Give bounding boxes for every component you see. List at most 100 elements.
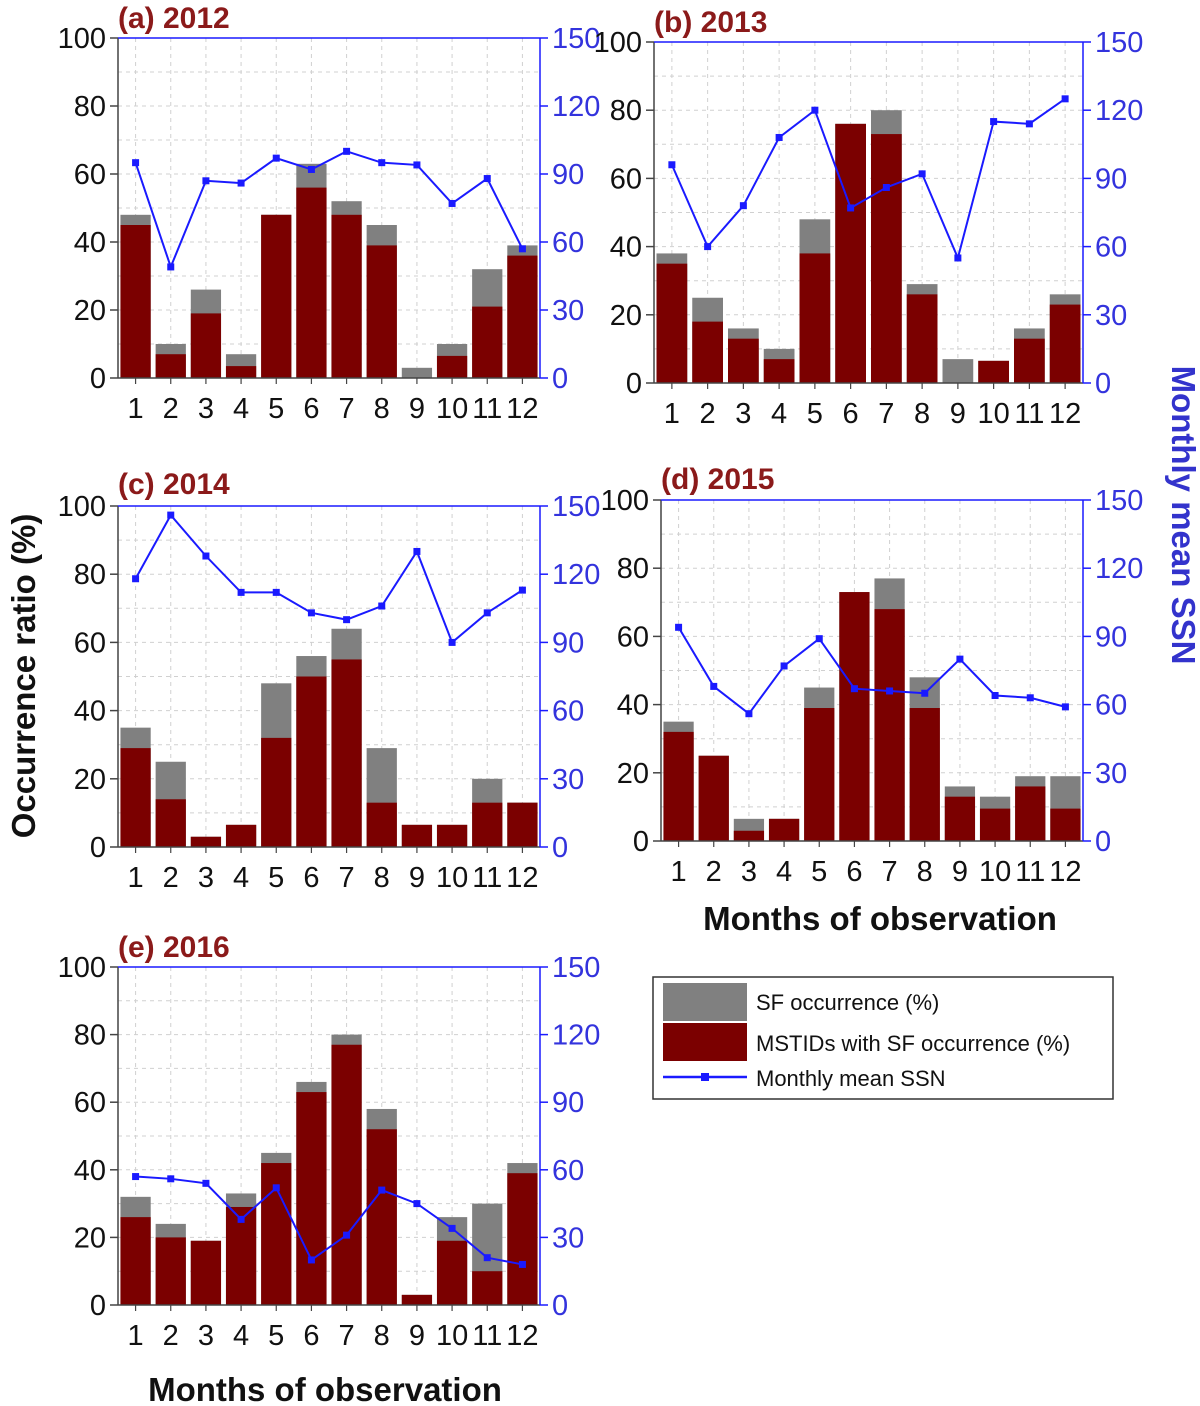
x-tick-label: 12 — [506, 393, 538, 425]
panel-title: (b) 2013 — [654, 6, 767, 39]
x-tick-label: 4 — [776, 856, 792, 888]
bar-mstid-sf-occurrence — [296, 187, 327, 378]
x-tick-label: 6 — [843, 398, 859, 430]
y2-tick-label: 150 — [552, 491, 600, 523]
panel-title: (e) 2016 — [118, 931, 230, 964]
x-tick-label: 9 — [409, 393, 425, 425]
x-tick-label: 12 — [1049, 856, 1081, 888]
y-tick-label: 80 — [74, 1020, 106, 1052]
y2-tick-label: 150 — [552, 952, 600, 984]
ssn-point — [237, 1215, 245, 1223]
ssn-point — [990, 118, 998, 126]
y2-tick-label: 30 — [1095, 300, 1127, 332]
x-tick-label: 2 — [700, 398, 716, 430]
plot-area — [654, 42, 1083, 383]
ssn-point — [202, 177, 210, 185]
bar-mstid-sf-occurrence — [401, 824, 433, 847]
x-tick-label: 12 — [1049, 398, 1081, 430]
x-tick-label: 5 — [268, 393, 284, 425]
y2-tick-label: 30 — [552, 1222, 584, 1254]
bar-mstid-sf-occurrence — [436, 824, 468, 847]
x-tick-label: 2 — [163, 1320, 179, 1352]
bar-mstid-sf-occurrence — [663, 731, 694, 841]
bar-sf-occurrence — [401, 367, 433, 378]
y-tick-label: 40 — [74, 227, 106, 259]
ssn-point — [272, 1184, 280, 1192]
y2-tick-label: 0 — [552, 1290, 568, 1322]
y-tick-label: 80 — [617, 553, 649, 585]
y-tick-label: 60 — [74, 159, 106, 191]
x-tick-label: 2 — [706, 856, 722, 888]
y-tick-label: 80 — [74, 559, 106, 591]
panel-title: (d) 2015 — [661, 463, 774, 496]
y2-tick-label: 150 — [1095, 27, 1143, 59]
bar-mstid-sf-occurrence — [871, 134, 902, 383]
y-tick-label: 20 — [610, 300, 642, 332]
ssn-point — [378, 1186, 386, 1194]
y-tick-label: 100 — [58, 491, 106, 523]
x-tick-label: 4 — [233, 1320, 249, 1352]
ssn-point — [956, 655, 964, 663]
x-tick-label: 7 — [882, 856, 898, 888]
x-tick-label: 5 — [811, 856, 827, 888]
ssn-point — [307, 165, 315, 173]
ssn-point — [272, 588, 280, 596]
ssn-point — [704, 243, 712, 251]
ssn-point — [307, 609, 315, 617]
x-tick-label: 9 — [952, 856, 968, 888]
y-tick-label: 0 — [90, 832, 106, 864]
bar-mstid-sf-occurrence — [401, 1294, 433, 1305]
x-tick-label: 1 — [671, 856, 687, 888]
ssn-point — [518, 1260, 526, 1268]
x-tick-label: 3 — [735, 398, 751, 430]
x-tick-label: 12 — [506, 862, 538, 894]
bar-mstid-sf-occurrence — [331, 1044, 362, 1305]
ssn-point — [448, 638, 456, 646]
x-tick-label: 1 — [128, 862, 144, 894]
x-axis-label-panel-e: Months of observation — [148, 1371, 502, 1406]
bar-mstid-sf-occurrence — [979, 808, 1011, 841]
ssn-point — [202, 1179, 210, 1187]
bar-mstid-sf-occurrence — [120, 225, 151, 378]
bar-mstid-sf-occurrence — [120, 1217, 151, 1305]
y2-tick-label: 0 — [552, 363, 568, 395]
y2-tick-label: 90 — [1095, 621, 1127, 653]
x-tick-label: 9 — [950, 398, 966, 430]
bar-mstid-sf-occurrence — [225, 1206, 257, 1305]
y-tick-label: 40 — [617, 690, 649, 722]
ssn-point — [668, 161, 676, 169]
x-tick-label: 9 — [409, 1320, 425, 1352]
ssn-point — [413, 161, 421, 169]
y2-tick-label: 60 — [1095, 690, 1127, 722]
y2-tick-label: 120 — [552, 1020, 600, 1052]
bar-mstid-sf-occurrence — [692, 321, 723, 383]
y2-tick-label: 30 — [552, 764, 584, 796]
bar-mstid-sf-occurrence — [835, 123, 866, 383]
ssn-point — [886, 687, 894, 695]
ssn-point — [167, 511, 175, 519]
bar-mstid-sf-occurrence — [190, 1240, 222, 1305]
ssn-point — [237, 179, 245, 187]
y2-tick-label: 30 — [1095, 758, 1127, 790]
ssn-point — [202, 552, 210, 560]
bar-mstid-sf-occurrence — [366, 1129, 397, 1305]
ssn-point — [413, 1200, 421, 1208]
bar-mstid-sf-occurrence — [155, 1237, 186, 1305]
x-tick-label: 6 — [303, 1320, 319, 1352]
bar-sf-occurrence — [942, 359, 974, 383]
y-tick-label: 0 — [626, 368, 642, 400]
ssn-point — [448, 1224, 456, 1232]
x-tick-label: 6 — [303, 862, 319, 894]
x-tick-label: 7 — [339, 393, 355, 425]
x-tick-label: 11 — [472, 862, 502, 894]
x-tick-label: 3 — [741, 856, 757, 888]
ssn-point — [132, 1173, 140, 1181]
x-tick-label: 8 — [374, 393, 390, 425]
y-tick-label: 60 — [610, 163, 642, 195]
x-tick-label: 11 — [1015, 856, 1045, 888]
ssn-point — [307, 1256, 315, 1264]
